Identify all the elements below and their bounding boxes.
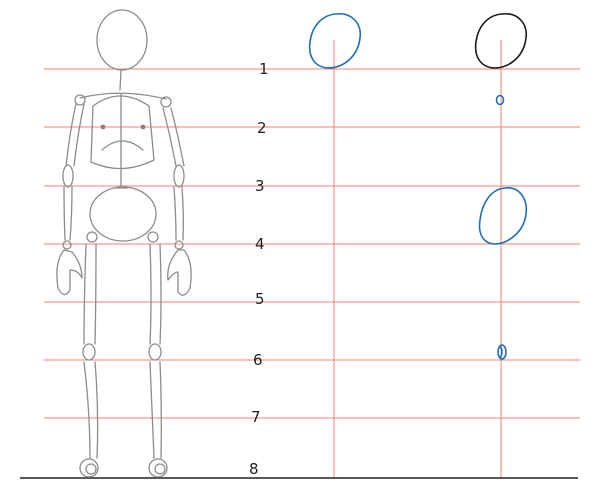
chest-dot-right: [140, 124, 146, 130]
right-shin: [149, 361, 162, 459]
left-hand: [56, 249, 83, 296]
black-head-shape-right: [474, 13, 527, 69]
scale-number-2: 2: [257, 119, 267, 137]
mannequin-figure: [56, 9, 192, 478]
blue-small-oval-knee: [497, 344, 507, 360]
left-ankle-joint: [79, 458, 99, 478]
right-forearm: [173, 186, 184, 241]
right-ankle-joint: [148, 458, 168, 478]
blue-pelvis-shape-right: [478, 187, 528, 245]
blue-head-shape-middle: [308, 13, 361, 69]
figure-head: [96, 9, 148, 71]
scale-number-7: 7: [251, 408, 261, 426]
left-knee-joint: [82, 343, 96, 361]
ribcage-arch: [101, 140, 144, 151]
right-shoulder-joint: [160, 96, 172, 108]
scale-number-5: 5: [255, 290, 265, 308]
blue-small-circle-neck: [495, 94, 505, 106]
left-ankle-joint-inner: [85, 463, 97, 475]
scale-number-3: 3: [255, 177, 265, 195]
chest-dot-left: [100, 124, 106, 130]
blue-knee-inner-stroke: [499, 345, 503, 359]
scale-number-1: 1: [259, 60, 269, 78]
left-hip-joint: [86, 231, 98, 243]
figure-pelvis: [89, 186, 157, 242]
left-thigh: [83, 243, 97, 345]
left-upper-arm: [65, 103, 85, 167]
right-knee-joint: [148, 343, 162, 361]
scale-number-8: 8: [249, 460, 259, 478]
left-elbow-joint: [62, 164, 74, 188]
figure-shoulders: [79, 92, 167, 100]
right-elbow-joint: [173, 164, 185, 188]
left-forearm: [63, 186, 73, 241]
right-hand: [167, 249, 192, 296]
right-hip-joint: [147, 231, 159, 243]
right-upper-arm: [162, 107, 185, 167]
scale-number-6: 6: [253, 351, 263, 369]
right-wrist-joint: [174, 240, 184, 250]
figure-neck: [119, 69, 122, 91]
right-thigh: [149, 243, 162, 345]
scale-numbers: 1 2 3 4 5 6 7 8: [249, 60, 269, 478]
figure-ribcage: [90, 95, 155, 170]
left-wrist-joint: [62, 240, 72, 250]
left-shoulder-joint: [74, 94, 86, 106]
right-ankle-joint-inner: [154, 463, 166, 475]
left-shin: [83, 361, 99, 459]
guide-lines: [44, 68, 580, 419]
scale-number-4: 4: [255, 235, 265, 253]
